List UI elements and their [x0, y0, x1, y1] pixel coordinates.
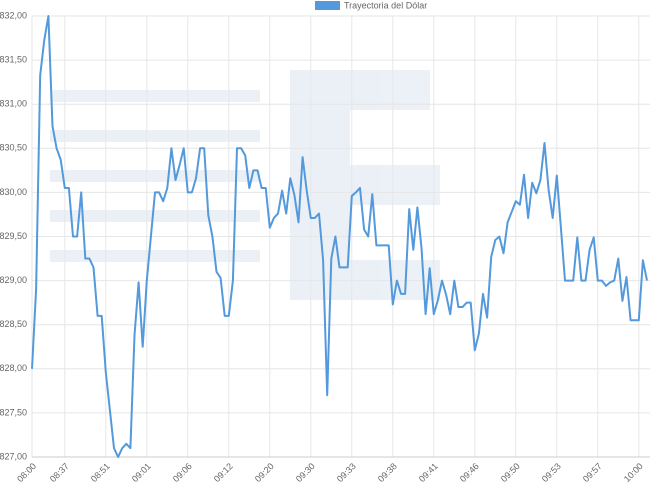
x-tick-label: 09:50 — [499, 461, 522, 484]
x-tick-label: 10:00 — [622, 461, 645, 484]
x-tick-label: 09:20 — [253, 461, 276, 484]
watermark — [50, 70, 440, 300]
x-tick-label: 09:33 — [335, 461, 358, 484]
y-tick-label: $832,00 — [0, 10, 27, 20]
legend-swatch — [315, 1, 340, 10]
x-tick-label: 09:12 — [212, 461, 235, 484]
watermark-shape — [50, 250, 260, 262]
y-tick-label: $828,50 — [0, 319, 27, 329]
y-tick-label: $831,50 — [0, 54, 27, 64]
x-tick-label: 09:46 — [458, 461, 481, 484]
y-tick-label: $830,00 — [0, 187, 27, 197]
x-tick-label: 09:06 — [171, 461, 194, 484]
y-tick-label: $828,00 — [0, 363, 27, 373]
y-tick-label: $831,00 — [0, 99, 27, 109]
x-tick-label: 09:01 — [130, 461, 153, 484]
y-tick-label: $829,00 — [0, 275, 27, 285]
y-tick-label: $830,50 — [0, 143, 27, 153]
watermark-shape — [350, 165, 440, 205]
x-tick-label: 09:38 — [376, 461, 399, 484]
watermark-shape — [50, 90, 260, 102]
x-tick-label: 09:30 — [294, 461, 317, 484]
plot — [31, 15, 648, 458]
y-tick-label: $829,50 — [0, 231, 27, 241]
x-tick-label: 08:00 — [15, 461, 38, 484]
watermark-shape — [50, 170, 260, 182]
x-tick-label: 09:57 — [581, 461, 604, 484]
x-tick-label: 08:37 — [48, 461, 71, 484]
y-tick-label: $827,00 — [0, 451, 27, 461]
x-tick-label: 09:53 — [540, 461, 563, 484]
legend-label: Trayectoria del Dólar — [344, 0, 427, 10]
data-line — [31, 15, 648, 458]
watermark-shape — [50, 130, 260, 142]
y-tick-label: $827,50 — [0, 407, 27, 417]
x-tick-label: 09:41 — [417, 461, 440, 484]
watermark-shape — [350, 70, 430, 110]
x-tick-label: 08:51 — [89, 461, 112, 484]
